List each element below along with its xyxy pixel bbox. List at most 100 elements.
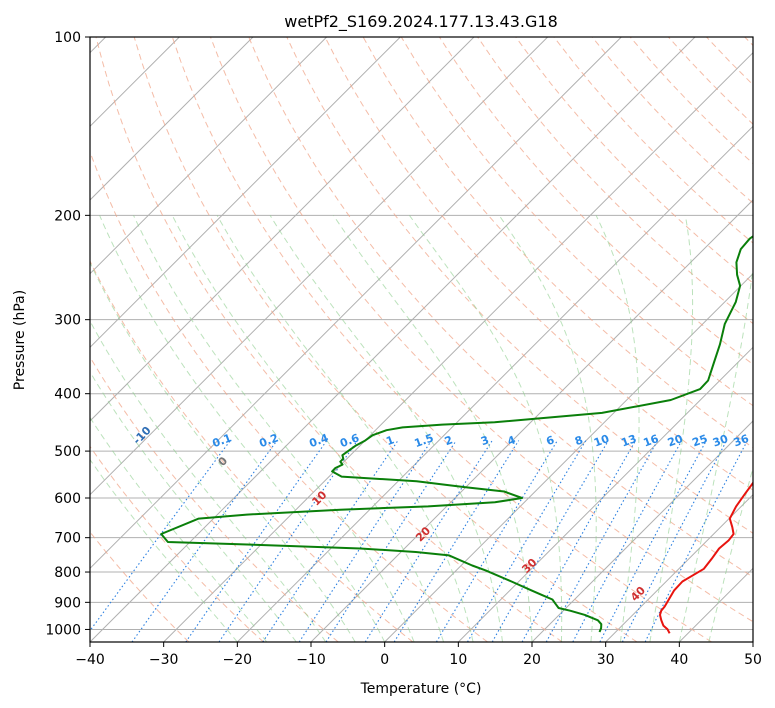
x-tick-label: −40 bbox=[75, 652, 105, 668]
mixing-ratio-label: 1.5 bbox=[413, 431, 436, 450]
grid-layer bbox=[90, 37, 753, 642]
mixing-ratio-line bbox=[90, 440, 231, 632]
y-tick-label: 900 bbox=[54, 595, 81, 611]
x-tick-label: 20 bbox=[523, 652, 541, 668]
mixing-ratio-line bbox=[393, 440, 520, 642]
dry-adiabat bbox=[90, 259, 414, 642]
y-tick-label: 800 bbox=[54, 565, 81, 581]
moist-adiabats bbox=[90, 215, 753, 642]
mixing-ratio-line bbox=[325, 440, 457, 642]
mixing-ratio-line bbox=[262, 440, 399, 642]
mixing-ratio-line bbox=[644, 440, 748, 642]
mixing-ratio-line bbox=[435, 440, 558, 642]
x-axis-ticks: −40 −30 −20 −10 0 10 20 30 40 50 bbox=[75, 642, 762, 668]
mixing-ratio-line bbox=[572, 440, 683, 642]
dry-adiabats bbox=[90, 37, 753, 642]
isotherm-line bbox=[605, 493, 753, 642]
y-tick-label: 600 bbox=[54, 491, 81, 507]
dry-adiabat bbox=[515, 37, 753, 284]
dry-adiabat bbox=[90, 356, 339, 642]
y-tick-label: 500 bbox=[54, 444, 81, 460]
moist-adiabat bbox=[90, 416, 268, 642]
mixing-ratio-label: 8 bbox=[573, 433, 585, 448]
mixing-ratio-label: 16 bbox=[642, 432, 661, 450]
isotherm-line bbox=[90, 37, 696, 642]
isotherm-line bbox=[457, 346, 753, 642]
x-tick-label: −10 bbox=[296, 652, 326, 668]
moist-adiabat bbox=[595, 215, 640, 642]
mixing-ratio-label: 0.1 bbox=[211, 431, 234, 450]
dry-adiabat bbox=[133, 37, 638, 642]
dry-adiabat bbox=[210, 37, 753, 623]
moist-adiabat bbox=[678, 264, 753, 642]
x-tick-label: 40 bbox=[670, 652, 688, 668]
x-tick-label: 10 bbox=[449, 652, 467, 668]
mixing-ratio-label: 3 bbox=[479, 433, 491, 448]
mixing-ratio-label: 10 bbox=[592, 432, 611, 450]
isotherm-line bbox=[90, 37, 622, 570]
mixing-ratio-label: 30 bbox=[711, 432, 730, 450]
x-tick-label: −30 bbox=[149, 652, 179, 668]
y-axis-label: Pressure (hPa) bbox=[12, 290, 28, 390]
mixing-ratio-line bbox=[298, 440, 432, 642]
y-tick-label: 200 bbox=[54, 208, 81, 224]
moist-adiabat bbox=[99, 215, 386, 642]
mixing-ratio-line bbox=[185, 440, 328, 642]
isotherm-line bbox=[90, 37, 401, 349]
mixing-ratio-line bbox=[545, 440, 659, 642]
dry-adiabat bbox=[95, 37, 563, 642]
moist-adiabat bbox=[216, 215, 474, 642]
mixing-ratio-label: 2 bbox=[443, 433, 455, 448]
profile-series bbox=[160, 235, 753, 634]
dry-adiabat bbox=[171, 37, 712, 642]
chart-title: wetPf2_S169.2024.177.13.43.G18 bbox=[284, 12, 558, 32]
moist-adiabat bbox=[171, 215, 445, 642]
y-tick-label: 700 bbox=[54, 531, 81, 547]
moist-adiabat bbox=[90, 370, 297, 642]
y-axis-ticks: 100 200 300 400 500 600 700 800 900 1000 bbox=[45, 30, 90, 638]
y-tick-label: 400 bbox=[54, 387, 81, 403]
moist-adiabat bbox=[90, 458, 238, 642]
dry-adiabat bbox=[286, 37, 753, 534]
isotherm-line bbox=[90, 37, 254, 201]
mixing-ratio-label: 0.6 bbox=[338, 431, 361, 450]
isotherm-line bbox=[163, 51, 753, 642]
x-tick-label: 0 bbox=[380, 652, 389, 668]
mixing-ratio-label: 1 bbox=[384, 433, 396, 448]
isotherm-line bbox=[384, 272, 753, 642]
moist-adiabat bbox=[90, 261, 356, 642]
moist-adiabat bbox=[269, 215, 503, 642]
moist-adiabat bbox=[332, 215, 533, 642]
isotherm-line bbox=[531, 420, 753, 642]
y-tick-label: 100 bbox=[54, 30, 81, 46]
moist-adiabat bbox=[408, 215, 563, 642]
moist-adiabat bbox=[649, 215, 694, 642]
y-tick-label: 1000 bbox=[45, 622, 81, 638]
mixing-ratio-label: 13 bbox=[619, 432, 638, 449]
moist-adiabat bbox=[90, 320, 327, 642]
mixing-ratio-label: 20 bbox=[666, 432, 685, 450]
isotherm-line bbox=[90, 37, 475, 422]
mixing-ratio-line bbox=[491, 440, 609, 642]
mixing-ratio-label: 6 bbox=[544, 433, 556, 448]
y-tick-label: 300 bbox=[54, 313, 81, 329]
mixing-ratio-label: 0.4 bbox=[307, 431, 330, 450]
temperature-profile bbox=[659, 481, 753, 634]
mixing-ratio-label: 0.2 bbox=[257, 431, 280, 450]
dry-adiabat bbox=[248, 37, 753, 578]
mixing-ratio-lines bbox=[90, 440, 748, 642]
moist-adiabat bbox=[133, 215, 415, 642]
x-tick-label: 50 bbox=[744, 652, 762, 668]
isotherm-line bbox=[90, 37, 549, 496]
plot-frame bbox=[89, 36, 754, 643]
dry-adiabat bbox=[324, 37, 753, 491]
mixing-ratio-line bbox=[131, 440, 278, 642]
isotherm-line bbox=[236, 125, 753, 642]
x-axis-label: Temperature (°C) bbox=[360, 681, 482, 697]
isotherm-line bbox=[90, 37, 328, 275]
mixing-ratio-line bbox=[364, 440, 493, 642]
dewpoint-profile bbox=[160, 235, 753, 633]
mixing-ratio-label: 25 bbox=[690, 432, 709, 449]
